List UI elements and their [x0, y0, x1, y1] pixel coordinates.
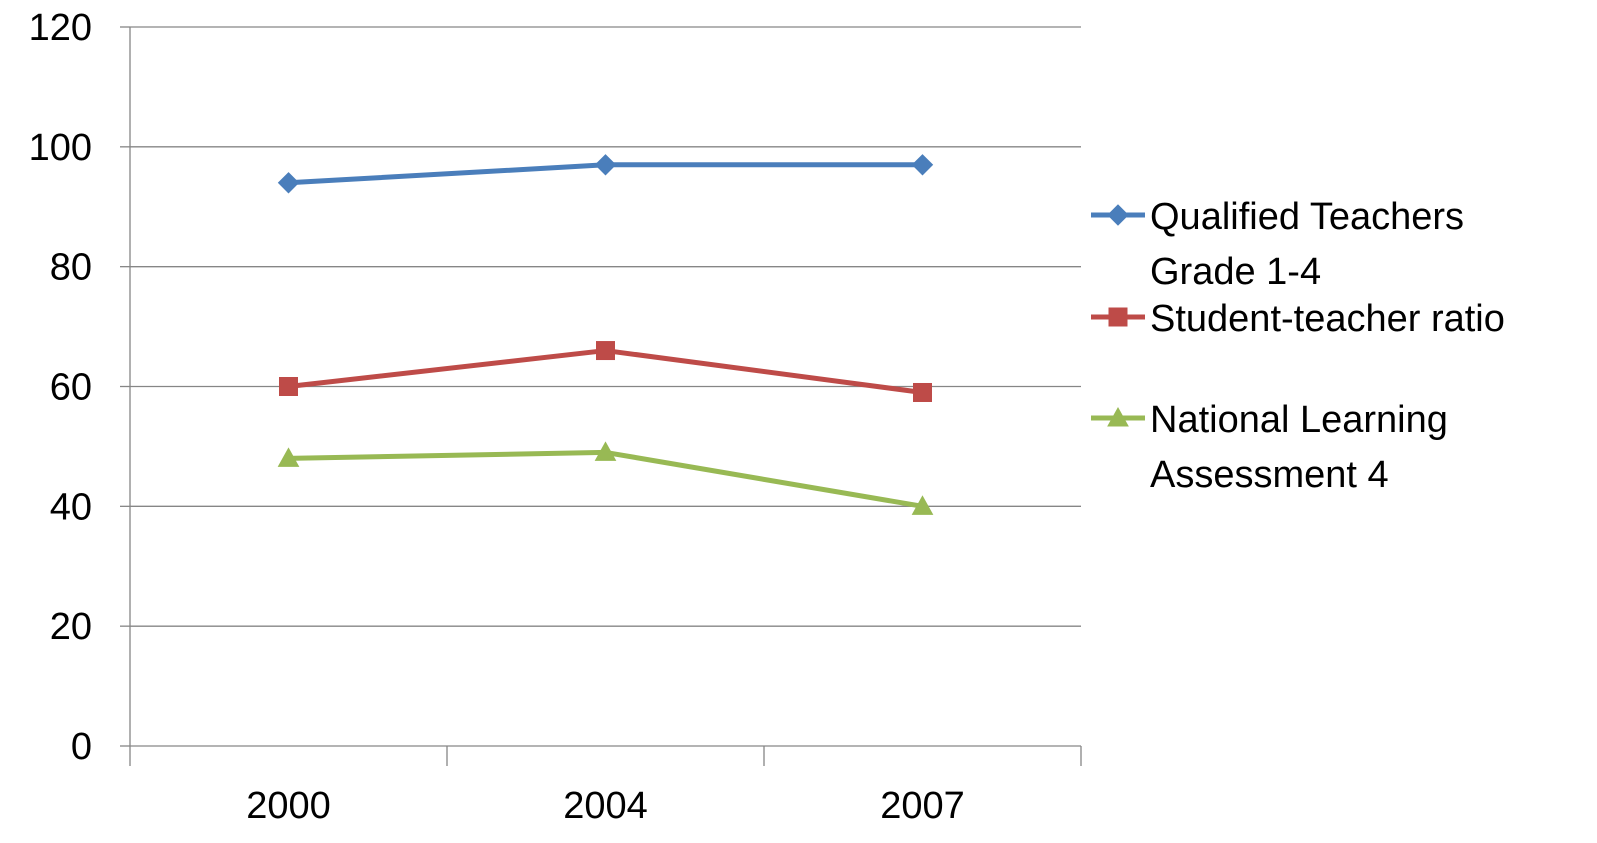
legend-entry: National Learning Assessment 4: [1091, 399, 1448, 496]
legend-label: Assessment 4: [1150, 454, 1389, 496]
series-2: [279, 341, 932, 402]
data-point: [913, 382, 932, 402]
data-point: [594, 154, 617, 176]
gridlines: [130, 26, 1081, 627]
legend-marker: [1107, 406, 1129, 427]
data-point: [279, 377, 298, 396]
y-tick-label: 120: [29, 7, 92, 49]
legend-marker: [1107, 204, 1129, 226]
series-group: [277, 154, 934, 515]
y-tick-label: 0: [71, 726, 92, 768]
y-tick-label: 60: [50, 367, 92, 409]
legend-label: Qualified Teachers: [1150, 196, 1464, 238]
y-tick-label: 80: [50, 247, 92, 289]
data-point: [594, 441, 617, 461]
series-3: [277, 441, 934, 515]
x-tick-label: 2000: [246, 785, 331, 827]
series-1: [277, 154, 934, 194]
legend-entry: Student-teacher ratio: [1091, 298, 1505, 340]
legend: Qualified Teachers Grade 1-4 Student-teach…: [1091, 196, 1505, 496]
data-point: [277, 172, 300, 194]
legend-label: National Learning: [1150, 399, 1448, 441]
legend-label: Student-teacher ratio: [1150, 298, 1505, 340]
legend-label: Grade 1-4: [1150, 251, 1321, 293]
data-point: [277, 447, 300, 467]
legend-entry: Qualified Teachers Grade 1-4: [1091, 196, 1464, 293]
legend-marker: [1108, 307, 1128, 327]
data-point: [911, 154, 934, 176]
axes: 0 20 40 60 80 100 120 2000 2004 2007: [29, 7, 1082, 827]
x-tick-label: 2007: [880, 785, 965, 827]
x-tick-label: 2004: [563, 785, 648, 827]
y-tick-label: 40: [50, 486, 92, 528]
y-tick-label: 20: [50, 606, 92, 648]
y-tick-label: 100: [29, 127, 92, 169]
data-point: [596, 341, 615, 361]
data-point: [911, 495, 934, 515]
